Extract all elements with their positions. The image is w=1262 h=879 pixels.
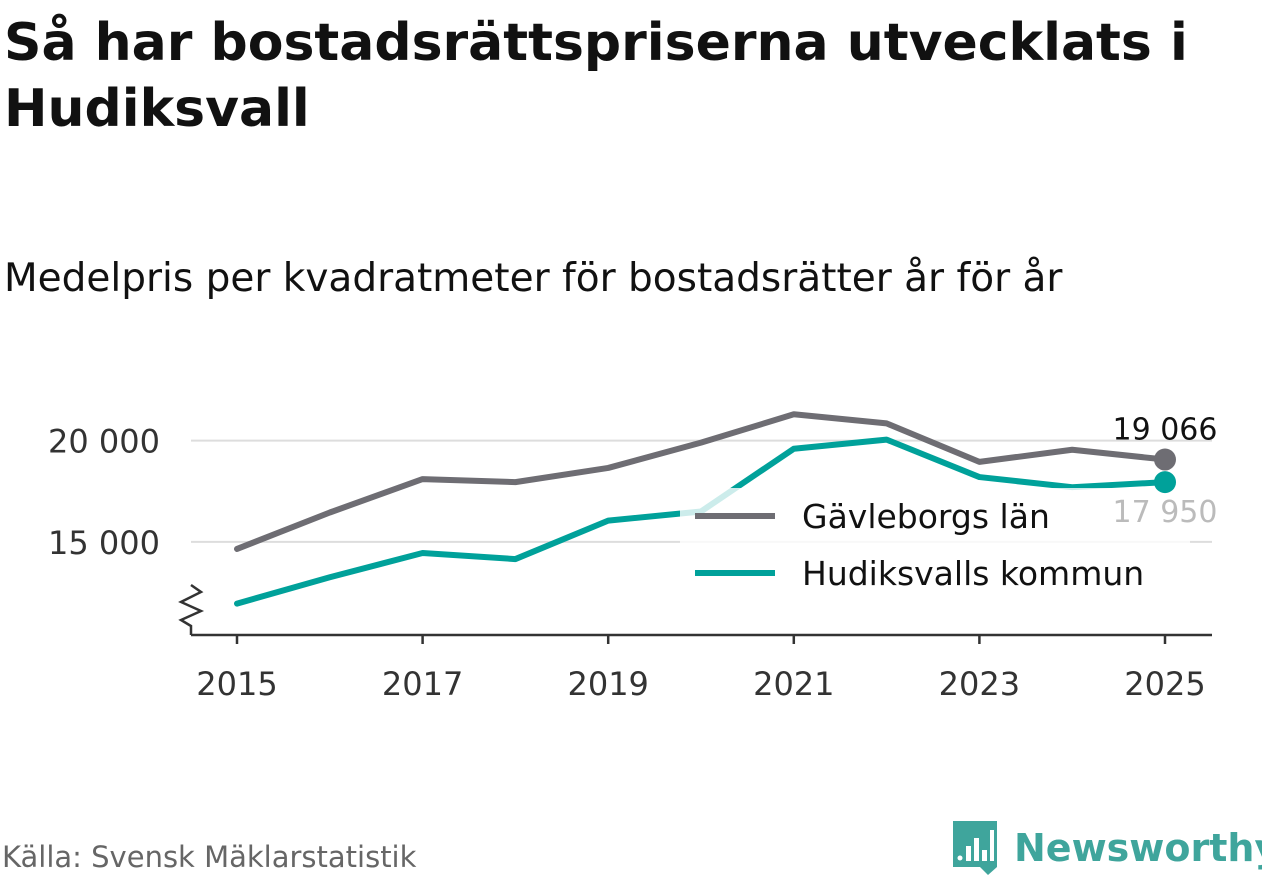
y-tick-label: 20 000: [48, 423, 160, 461]
newsworthy-logo-icon: [953, 821, 997, 875]
series-end-label-1: 17 950: [1113, 495, 1218, 530]
chart-title: Så har bostadsrättspriserna utvecklats i…: [4, 13, 1188, 139]
chart-subtitle: Medelpris per kvadratmeter för bostadsrä…: [4, 256, 1063, 301]
x-tick-label: 2021: [753, 665, 834, 703]
legend-label-gavleborgs-lan: Gävleborgs län: [802, 497, 1050, 536]
series-endpoint-0: [1154, 448, 1176, 471]
brand: Newsworthy: [950, 818, 1262, 878]
x-tick-label: 2017: [382, 665, 463, 703]
x-tick-label: 2025: [1124, 665, 1205, 703]
endpoint-layer: 19 066 17 950: [1113, 413, 1218, 531]
y-tick-label: 15 000: [48, 524, 160, 562]
legend-label-hudiksvalls-kommun: Hudiksvalls kommun: [802, 554, 1144, 593]
series-endpoint-1: [1154, 471, 1176, 494]
source-note: Källa: Svensk Mäklarstatistik: [2, 840, 417, 874]
brand-name: Newsworthy: [1014, 826, 1262, 870]
x-tick-label: 2019: [567, 665, 648, 703]
legend-background: [680, 488, 1190, 604]
series-end-label-0: 19 066: [1113, 413, 1218, 448]
line-chart: 15 000 20 000 2015 2017 2019 2021 2023 2025 Gä…: [48, 411, 1218, 703]
axis-layer: 2015 2017 2019 2021 2023 2025: [178, 583, 1212, 703]
series-line-0: [234, 411, 1168, 552]
x-tick-label: 2015: [196, 665, 277, 703]
axis-break-icon: [178, 583, 205, 635]
x-tick-label: 2023: [939, 665, 1020, 703]
legend: Gävleborgs län Hudiksvalls kommun: [680, 488, 1190, 604]
